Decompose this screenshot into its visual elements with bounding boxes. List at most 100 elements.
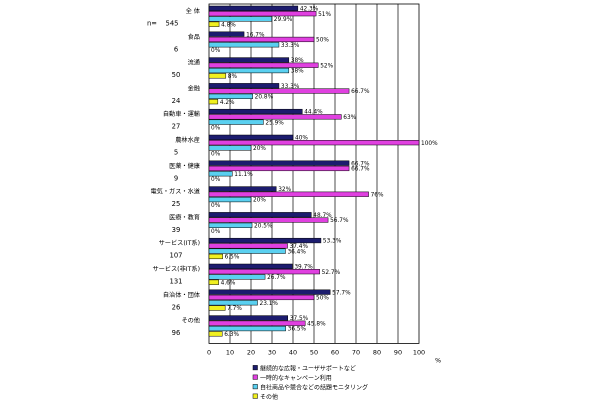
legend-swatch [252, 384, 258, 390]
data-label: 38% [291, 69, 304, 75]
data-label: 7.7% [227, 306, 242, 312]
data-label: 6.3% [224, 332, 239, 338]
data-label: 0% [211, 48, 221, 54]
bar [208, 16, 273, 22]
bar [208, 108, 303, 115]
x-tick-label: 10 [226, 348, 234, 356]
x-tick-label: 90 [394, 348, 402, 356]
data-label: 29.9% [274, 17, 293, 23]
bar [208, 331, 223, 337]
bar [208, 114, 342, 120]
legend-label: 一時的なキャンペーン利用 [260, 374, 332, 382]
data-label: 0% [211, 151, 221, 157]
x-tick-label: 0 [207, 348, 211, 356]
data-label: 25.9% [265, 120, 284, 126]
data-label: 37.4% [290, 244, 309, 250]
bar [208, 83, 280, 89]
data-label: 20% [253, 198, 266, 204]
data-label: 0% [211, 203, 221, 209]
data-label: 26.7% [267, 275, 286, 281]
bar [208, 320, 306, 326]
x-tick-label: 70 [352, 348, 360, 356]
data-label: 0% [211, 126, 221, 132]
data-label: 6.5% [225, 255, 240, 261]
category-n-label: 25 [172, 200, 181, 208]
category-label: 自治体・団体 [163, 291, 201, 299]
data-label: 52.7% [322, 270, 341, 276]
x-tick-label: 20 [247, 348, 255, 356]
bar [208, 31, 245, 37]
bar [208, 325, 286, 332]
x-tick-label: 80 [373, 348, 381, 356]
bar [208, 21, 220, 27]
data-label: 32% [278, 187, 291, 193]
bar [208, 263, 293, 269]
data-label: 40% [295, 136, 308, 142]
bar [208, 300, 258, 306]
bar [208, 11, 317, 17]
category-n-label: 107 [170, 252, 183, 260]
bar [208, 36, 315, 43]
legend-label: 継続的な広報・ユーザサポートなど [260, 364, 356, 372]
data-label: 8% [228, 74, 238, 80]
x-tick-label: 60 [331, 348, 339, 356]
data-label: 66.7% [351, 161, 370, 167]
bar [208, 73, 227, 79]
category-n-label: 39 [172, 226, 181, 234]
bar [208, 67, 290, 74]
data-label: 52% [320, 63, 333, 69]
bar [208, 279, 219, 285]
category-label: その他 [181, 317, 200, 325]
data-label: 4.6% [221, 280, 236, 286]
bar [208, 191, 369, 197]
data-label: 63% [343, 115, 356, 121]
data-label: 42.3% [300, 7, 319, 13]
bar [208, 119, 264, 125]
data-label: 66.7% [351, 89, 370, 95]
data-label: 100% [421, 141, 438, 147]
category-n-label: 5 [174, 149, 178, 157]
category-n-label: 24 [172, 97, 181, 105]
bar [208, 140, 420, 146]
data-label: 20.5% [254, 224, 273, 230]
data-label: 45.8% [307, 321, 326, 327]
category-label: 食品 [188, 33, 200, 41]
data-label: 51% [318, 12, 331, 18]
category-label: 医薬・健康 [169, 162, 200, 170]
bar [208, 88, 350, 94]
bar [208, 212, 312, 218]
bar [208, 42, 280, 48]
x-tick-label: 50 [310, 348, 318, 356]
bar [208, 57, 290, 63]
bar [208, 253, 223, 260]
x-tick-label: 30 [268, 348, 276, 356]
bar [208, 289, 331, 295]
bar [208, 5, 299, 11]
data-label: 50% [316, 296, 329, 302]
bar [208, 171, 233, 177]
category-label: サービス(IT系) [159, 239, 200, 247]
bar [208, 186, 277, 192]
category-n-label: 131 [170, 278, 183, 286]
bar [208, 62, 319, 68]
bar [208, 196, 252, 203]
data-label: 36.5% [288, 327, 307, 333]
category-n-label: 545 [166, 20, 179, 28]
data-label: 20.8% [255, 95, 274, 101]
data-label: 39.7% [294, 265, 313, 271]
legend-swatch [252, 365, 258, 371]
bar [208, 237, 322, 244]
bar [208, 274, 266, 280]
category-label: 自動車・運輸 [163, 110, 201, 118]
bar [208, 165, 350, 172]
bar [208, 269, 320, 275]
category-label: 流通 [188, 59, 200, 67]
x-tick-label: 40 [289, 348, 297, 356]
bar [208, 160, 350, 166]
category-label: 全 体 [186, 7, 201, 15]
bar [208, 93, 253, 99]
bar [208, 243, 288, 249]
category-n-label: 9 [174, 174, 178, 182]
bar [208, 305, 226, 311]
category-label: サービス(非IT系) [152, 265, 200, 273]
